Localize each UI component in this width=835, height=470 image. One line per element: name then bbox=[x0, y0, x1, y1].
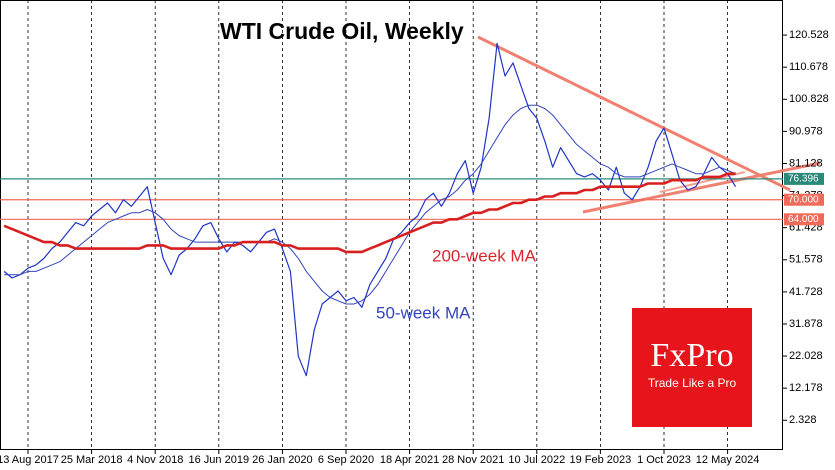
chart-title: WTI Crude Oil, Weekly bbox=[220, 18, 464, 44]
y-tick-label: 12.178 bbox=[789, 382, 823, 394]
price-tag bbox=[784, 193, 824, 206]
y-tick-label: 120.528 bbox=[789, 29, 829, 41]
y-tick-label: 90.978 bbox=[789, 125, 823, 137]
y-tick-label: 51.578 bbox=[789, 254, 823, 266]
x-tick-label: 25 Mar 2018 bbox=[61, 454, 123, 466]
series-line bbox=[3, 172, 736, 254]
y-tick-label: 2.328 bbox=[789, 414, 817, 426]
price-tag-label: 76.396 bbox=[788, 174, 819, 185]
x-tick-label: 10 Jul 2022 bbox=[508, 454, 565, 466]
x-tick-label: 26 Jan 2020 bbox=[252, 454, 313, 466]
y-tick-label: 100.828 bbox=[789, 93, 829, 105]
trend-line bbox=[659, 171, 746, 193]
price-tag-label: 64.000 bbox=[788, 214, 819, 225]
y-tick-label: 81.128 bbox=[789, 157, 823, 169]
x-tick-label: 6 Sep 2020 bbox=[318, 454, 374, 466]
ma-label: 50-week MA bbox=[376, 303, 471, 322]
price-tag bbox=[784, 213, 824, 226]
series-line bbox=[3, 42, 737, 377]
x-tick-label: 19 Feb 2023 bbox=[570, 454, 632, 466]
x-tick-label: 1 Oct 2023 bbox=[637, 454, 691, 466]
x-tick-label: 18 Apr 2021 bbox=[380, 454, 439, 466]
x-tick-label: 13 Aug 2017 bbox=[0, 454, 59, 466]
x-tick-label: 28 Nov 2021 bbox=[442, 454, 504, 466]
price-tag-label: 70.000 bbox=[788, 194, 819, 205]
y-tick-label: 110.678 bbox=[789, 61, 828, 73]
logo-slogan: Trade Like a Pro bbox=[648, 376, 737, 390]
x-tick-label: 4 Nov 2018 bbox=[127, 454, 183, 466]
logo-box bbox=[632, 308, 752, 427]
logo: FxPro Trade Like a Pro bbox=[632, 308, 752, 427]
y-tick-label: 22.028 bbox=[789, 350, 823, 362]
trend-line bbox=[477, 35, 791, 192]
ma-label: 200-week MA bbox=[432, 246, 537, 265]
y-tick-label: 41.728 bbox=[789, 286, 823, 298]
logo-brand: FxPro bbox=[650, 337, 733, 374]
trend-line bbox=[582, 161, 821, 214]
y-tick-label: 31.878 bbox=[789, 318, 823, 330]
price-tag bbox=[784, 172, 824, 185]
series-line bbox=[4, 104, 736, 305]
x-tick-label: 16 Jun 2019 bbox=[189, 454, 250, 466]
x-tick-label: 12 May 2024 bbox=[696, 454, 760, 466]
